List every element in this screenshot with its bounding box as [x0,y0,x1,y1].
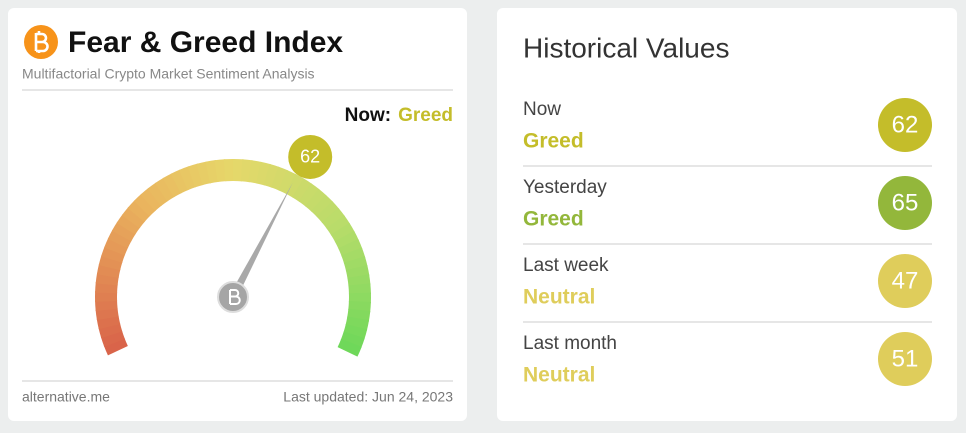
arc-segment [170,169,189,194]
row-label: Now [523,99,561,120]
arc-segment [103,337,128,356]
arc-segment [95,299,118,312]
arc-segment [116,214,141,235]
arc-segment [248,160,262,184]
arc-segment [337,338,362,357]
arc-segment [304,188,327,212]
arc-segment [256,161,271,186]
arc-segment [330,222,355,243]
arc-segment [341,247,366,265]
arc-segment [263,163,280,188]
arc-segment [196,161,212,186]
arc-segment [95,307,119,321]
footer-updated: Last updated: Jun 24, 2023 [283,389,453,405]
arc-segment [343,256,368,272]
arc-segment [334,230,359,250]
row-status: Greed [523,130,584,153]
arc-segment [240,159,253,183]
arc-segment [179,166,197,191]
arc-segment [348,300,371,313]
needle-hub-logo [229,289,241,305]
now-label: Now: [345,105,391,126]
now-status: Greed [398,105,453,126]
row-value: 62 [892,111,919,138]
arc-segment [214,159,227,183]
arc-segment [147,182,169,207]
row-value: 65 [892,189,919,216]
arc-segment [348,283,371,295]
row-status: Neutral [523,286,595,309]
row-label: Last month [523,333,617,354]
arc-segment [205,160,219,184]
arc-segment [285,173,305,198]
arc-segment [140,187,163,212]
footer-source: alternative.me [22,389,110,405]
arc-segment [96,315,121,330]
arc-segment [338,239,363,257]
arc-segment [270,166,289,191]
arc-segment [345,265,370,280]
arc-segment [162,173,182,198]
row-bubble [878,254,932,308]
arc-segment [310,194,334,218]
row-label: Yesterday [523,177,607,198]
gauge-needle [229,182,293,299]
arc-segment [347,308,371,322]
row-label: Last week [523,255,609,276]
arc-segment [111,221,136,242]
history-title: Historical Values [523,32,729,63]
arc-segment [347,274,371,287]
arc-segment [121,206,146,229]
arc-segment [133,193,157,217]
arc-segment [326,215,351,236]
gauge-arc [95,159,371,357]
row-status: Neutral [523,364,595,387]
arc-segment [95,281,118,294]
arc-segment [340,331,365,349]
row-bubble [878,332,932,386]
row-bubble [878,176,932,230]
arc-segment [278,169,297,195]
arc-segment [96,263,121,278]
row-value: 51 [892,345,919,372]
history-card [497,8,957,421]
arc-segment [292,178,313,203]
row-bubble [878,98,932,152]
subtitle: Multifactorial Crypto Market Sentiment A… [22,66,315,82]
arc-segment [321,207,346,230]
arc-segment [100,330,125,347]
arc-segment [104,237,129,256]
arc-segment [98,322,123,339]
arc-segment [98,254,123,271]
row-status: Greed [523,208,584,231]
arc-segment [343,323,368,340]
row-value: 47 [892,267,919,294]
arc-segment [345,316,370,331]
arc-segment [95,272,119,286]
arc-segment [127,200,151,223]
value-bubble [288,134,333,179]
gauge-value: 62 [300,147,320,167]
bitcoin-logo [24,25,58,59]
arc-segment [316,201,340,224]
title: Fear & Greed Index [68,26,343,59]
arc-segment [298,183,320,207]
arc-segment [107,229,132,249]
arc-segment [154,177,175,202]
arc-segment [187,163,204,188]
arc-segment [101,246,126,263]
